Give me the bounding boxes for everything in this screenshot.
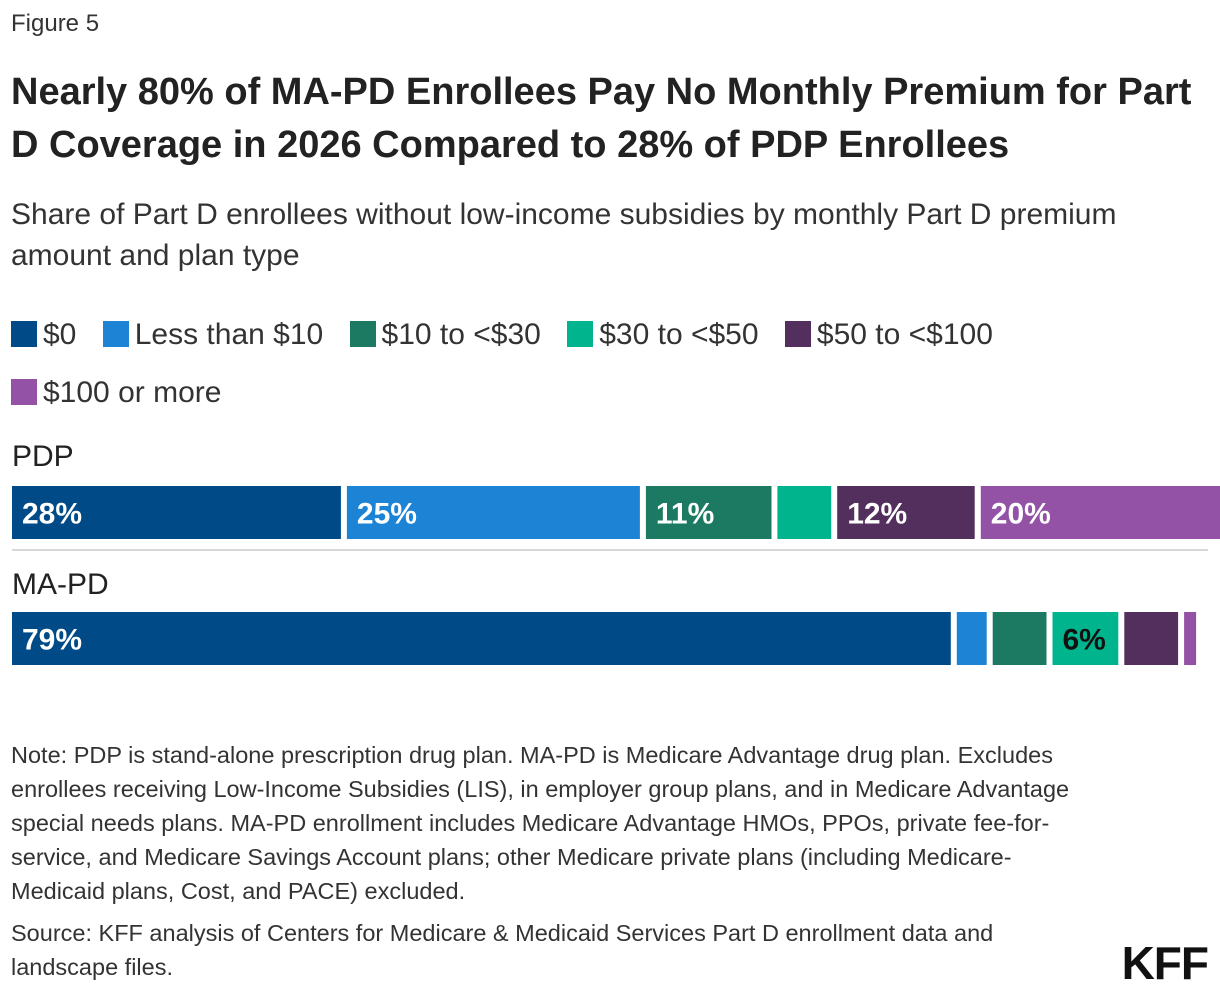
legend-label-4: $50 to <$100 <box>816 318 993 351</box>
legend-label-5: $100 or more <box>43 376 222 409</box>
legend-label-0: $0 <box>43 318 77 351</box>
chart-title: Nearly 80% of MA-PD Enrollees Pay No Mon… <box>11 71 1192 166</box>
bar-label-pdp-4: 12% <box>847 498 907 531</box>
bar-label-pdp-2: 11% <box>656 498 714 531</box>
bar-segment-ma-pd-1 <box>956 612 987 665</box>
legend-swatch-1 <box>102 321 129 347</box>
bar-segment-pdp-0 <box>12 486 341 539</box>
bar-segment-ma-pd-0 <box>12 612 951 665</box>
bar-segment-pdp-2 <box>645 486 772 539</box>
figure-label: Figure 5 <box>11 10 100 37</box>
bar-segment-ma-pd-3 <box>1052 612 1119 665</box>
legend-swatch-2 <box>349 321 376 347</box>
bar-segment-pdp-5 <box>980 486 1220 539</box>
chart-subtitle: Share of Part D enrollees without low-in… <box>11 198 1117 272</box>
legend-item-0: $0 <box>11 306 76 364</box>
legend-item-4: $50 to <$100 <box>784 306 993 364</box>
stacked-bar-chart: PDP 28% 25% 11% 12% 20% MA-PD 79% 6% <box>12 440 1220 665</box>
chart-legend: $0 Less than $10 $10 to <$30 $30 to <$50… <box>11 306 1211 422</box>
bar-label-pdp-0: 28% <box>22 498 82 531</box>
chart-note: Note: PDP is stand-alone prescription dr… <box>11 742 1070 904</box>
legend-item-2: $10 to <$30 <box>349 306 541 364</box>
bar-segment-ma-pd-5 <box>1184 612 1197 665</box>
bar-label-pdp-1: 25% <box>357 498 417 531</box>
chart-source: Source: KFF analysis of Centers for Medi… <box>11 920 994 980</box>
bar-label-pdp-5: 20% <box>991 498 1051 531</box>
legend-item-5: $100 or more <box>11 364 221 422</box>
bar-segment-ma-pd-2 <box>992 612 1047 665</box>
bar-segment-pdp-1 <box>346 486 640 539</box>
legend-item-1: Less than $10 <box>102 306 324 364</box>
legend-swatch-5 <box>11 379 37 405</box>
category-label-pdp: PDP <box>12 440 74 473</box>
legend-item-3: $30 to <$50 <box>567 306 759 364</box>
legend-swatch-4 <box>784 321 811 347</box>
legend-swatch-0 <box>11 321 37 347</box>
legend-label-3: $30 to <$50 <box>599 318 759 351</box>
bar-segment-pdp-3 <box>777 486 832 539</box>
bar-label-ma-pd-3: 6% <box>1063 624 1106 657</box>
legend-swatch-3 <box>567 321 594 347</box>
kff-logo: KFF <box>1121 937 1209 989</box>
legend-label-2: $10 to <$30 <box>381 318 541 351</box>
bar-segment-ma-pd-4 <box>1124 612 1179 665</box>
legend-label-1: Less than $10 <box>134 318 324 351</box>
bar-segment-pdp-4 <box>837 486 975 539</box>
bar-label-ma-pd-0: 79% <box>22 624 82 657</box>
category-label-ma-pd: MA-PD <box>12 568 109 601</box>
